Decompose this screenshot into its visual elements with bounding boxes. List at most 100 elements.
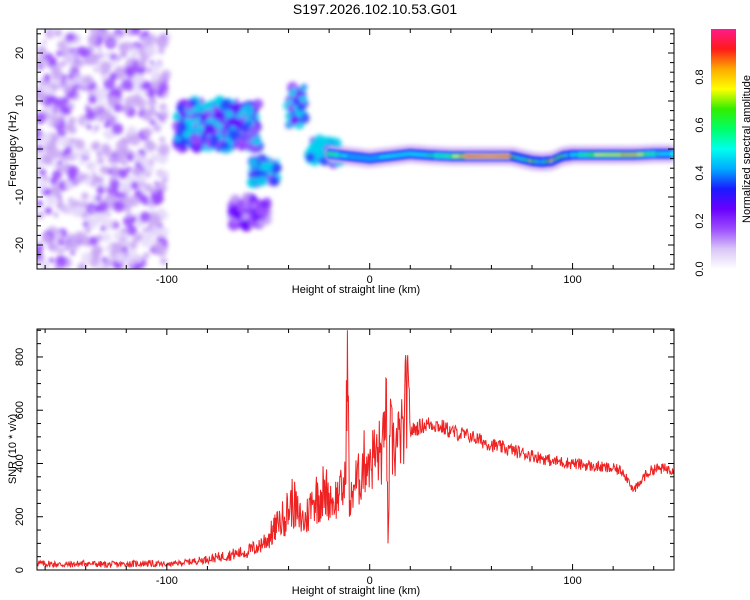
spectrogram-blob	[189, 98, 198, 107]
spectrogram-x-tick-label: 100	[563, 274, 581, 286]
spectrogram-blob	[96, 234, 104, 242]
spectrogram-blob	[239, 205, 246, 212]
spectrogram-blob	[64, 146, 73, 155]
spectrogram-blob	[96, 156, 105, 165]
spectrogram-blob	[57, 247, 64, 255]
spectrogram-blob	[128, 240, 138, 250]
spectrogram-blob	[101, 256, 106, 262]
spectrogram-blob	[91, 130, 96, 135]
spectrogram-blob	[130, 181, 139, 190]
spectrogram-blob	[37, 151, 42, 160]
spectrogram-blob	[115, 139, 128, 152]
spectrogram-blob	[182, 146, 188, 152]
spectrogram-blob	[152, 192, 164, 205]
spectrogram-blobs	[37, 29, 345, 269]
spectrogram-blob	[174, 135, 181, 142]
spectrogram-blob	[232, 118, 243, 129]
spectrogram-blob	[131, 166, 142, 177]
spectrogram-blob	[152, 243, 160, 252]
spectrogram-blob	[314, 134, 325, 145]
spectrogram-blob	[51, 68, 63, 80]
spectrogram-blob	[104, 245, 110, 251]
spectrogram-blob	[37, 200, 43, 207]
spectrogram-blob	[225, 125, 231, 131]
spectrogram-blob	[261, 158, 266, 163]
spectrogram-blob	[239, 220, 248, 229]
spectrogram-blob	[143, 183, 153, 193]
spectrogram-blob	[109, 117, 115, 123]
spectrogram-blob	[120, 227, 128, 235]
spectrogram-blob	[37, 144, 43, 152]
spectrogram-blob	[50, 115, 57, 122]
snr-y-tick-label: 800	[14, 348, 26, 366]
spectrogram-blob	[144, 139, 153, 148]
spectrogram-blob	[130, 46, 140, 55]
spectrogram-blob	[88, 236, 99, 246]
spectrogram-blob	[126, 174, 135, 183]
spectrogram-blob	[70, 250, 76, 256]
spectrogram-ridge-core-seg	[669, 152, 674, 156]
spectrogram-blob	[66, 238, 78, 251]
spectrogram-blob	[209, 99, 214, 105]
spectrogram-blob	[145, 66, 153, 74]
spectrogram-x-axis-label: Height of straight line (km)	[292, 284, 420, 296]
spectrogram-blob	[107, 156, 116, 165]
spectrogram-blob	[142, 36, 147, 41]
spectrogram-blob	[49, 176, 58, 185]
spectrogram-blob	[162, 240, 168, 246]
spectrogram-blob	[100, 61, 112, 73]
colorbar-tick-label: 0.8	[694, 69, 706, 84]
spectrogram-blob	[220, 141, 230, 151]
spectrogram-blob	[234, 98, 239, 104]
spectrogram-blob	[62, 97, 70, 105]
spectrogram-blob	[62, 106, 72, 116]
spectrogram-blob	[50, 31, 56, 37]
snr-x-ticks: -100 0 100	[44, 329, 655, 587]
spectrogram-blob	[105, 50, 113, 57]
spectrogram-blob	[257, 175, 269, 187]
spectrogram-blob	[228, 129, 240, 141]
spectrogram-blob	[48, 257, 55, 264]
spectrogram-y-ticks: -20 -10 0 10 20	[14, 33, 674, 265]
spectrogram-blob	[144, 45, 157, 57]
spectrogram-blob	[115, 252, 126, 264]
spectrogram-blob	[106, 131, 115, 140]
spectrogram-blob	[147, 97, 157, 108]
spectrogram-blob	[143, 200, 149, 206]
spectrogram-blob	[182, 138, 189, 145]
spectrogram-blob	[226, 110, 234, 118]
spectrogram-heatmap	[37, 29, 674, 269]
chart-title: S197.2026.102.10.53.G01	[292, 1, 458, 17]
spectrogram-blob	[125, 67, 136, 79]
spectrogram-blob	[137, 59, 147, 69]
spectrogram-blob	[126, 153, 135, 162]
snr-x-tick-label: -100	[156, 575, 178, 587]
spectrogram-blob	[50, 184, 61, 196]
spectrogram-blob	[152, 116, 158, 122]
spectrogram-blob	[157, 47, 165, 55]
spectrogram-blob	[109, 40, 114, 45]
spectrogram-blob	[97, 52, 104, 59]
spectrogram-blob	[190, 133, 202, 146]
spectrogram-blob	[297, 103, 305, 112]
spectrogram-blob	[120, 104, 129, 114]
spectrogram-blob	[68, 197, 74, 203]
spectrogram-blob	[89, 29, 101, 36]
spectrogram-blob	[157, 226, 169, 239]
colorbar-tick-label: 0.6	[694, 117, 706, 132]
spectrogram-blob	[97, 201, 109, 213]
spectrogram-blob	[151, 63, 160, 72]
spectrogram-blob	[291, 87, 298, 94]
spectrogram-blob	[80, 201, 89, 209]
spectrogram-blob	[56, 197, 64, 205]
spectrogram-y-tick-label: 10	[14, 95, 26, 107]
spectrogram-blob	[260, 161, 270, 171]
spectrogram-blob	[322, 140, 329, 146]
spectrogram-blob	[255, 178, 261, 184]
spectrogram-blob	[135, 222, 141, 227]
spectrogram-blob	[93, 67, 99, 73]
spectrogram-blob	[243, 141, 251, 150]
spectrogram-blob	[246, 197, 251, 202]
spectrogram-blob	[157, 59, 163, 65]
spectrogram-blob	[83, 176, 94, 186]
